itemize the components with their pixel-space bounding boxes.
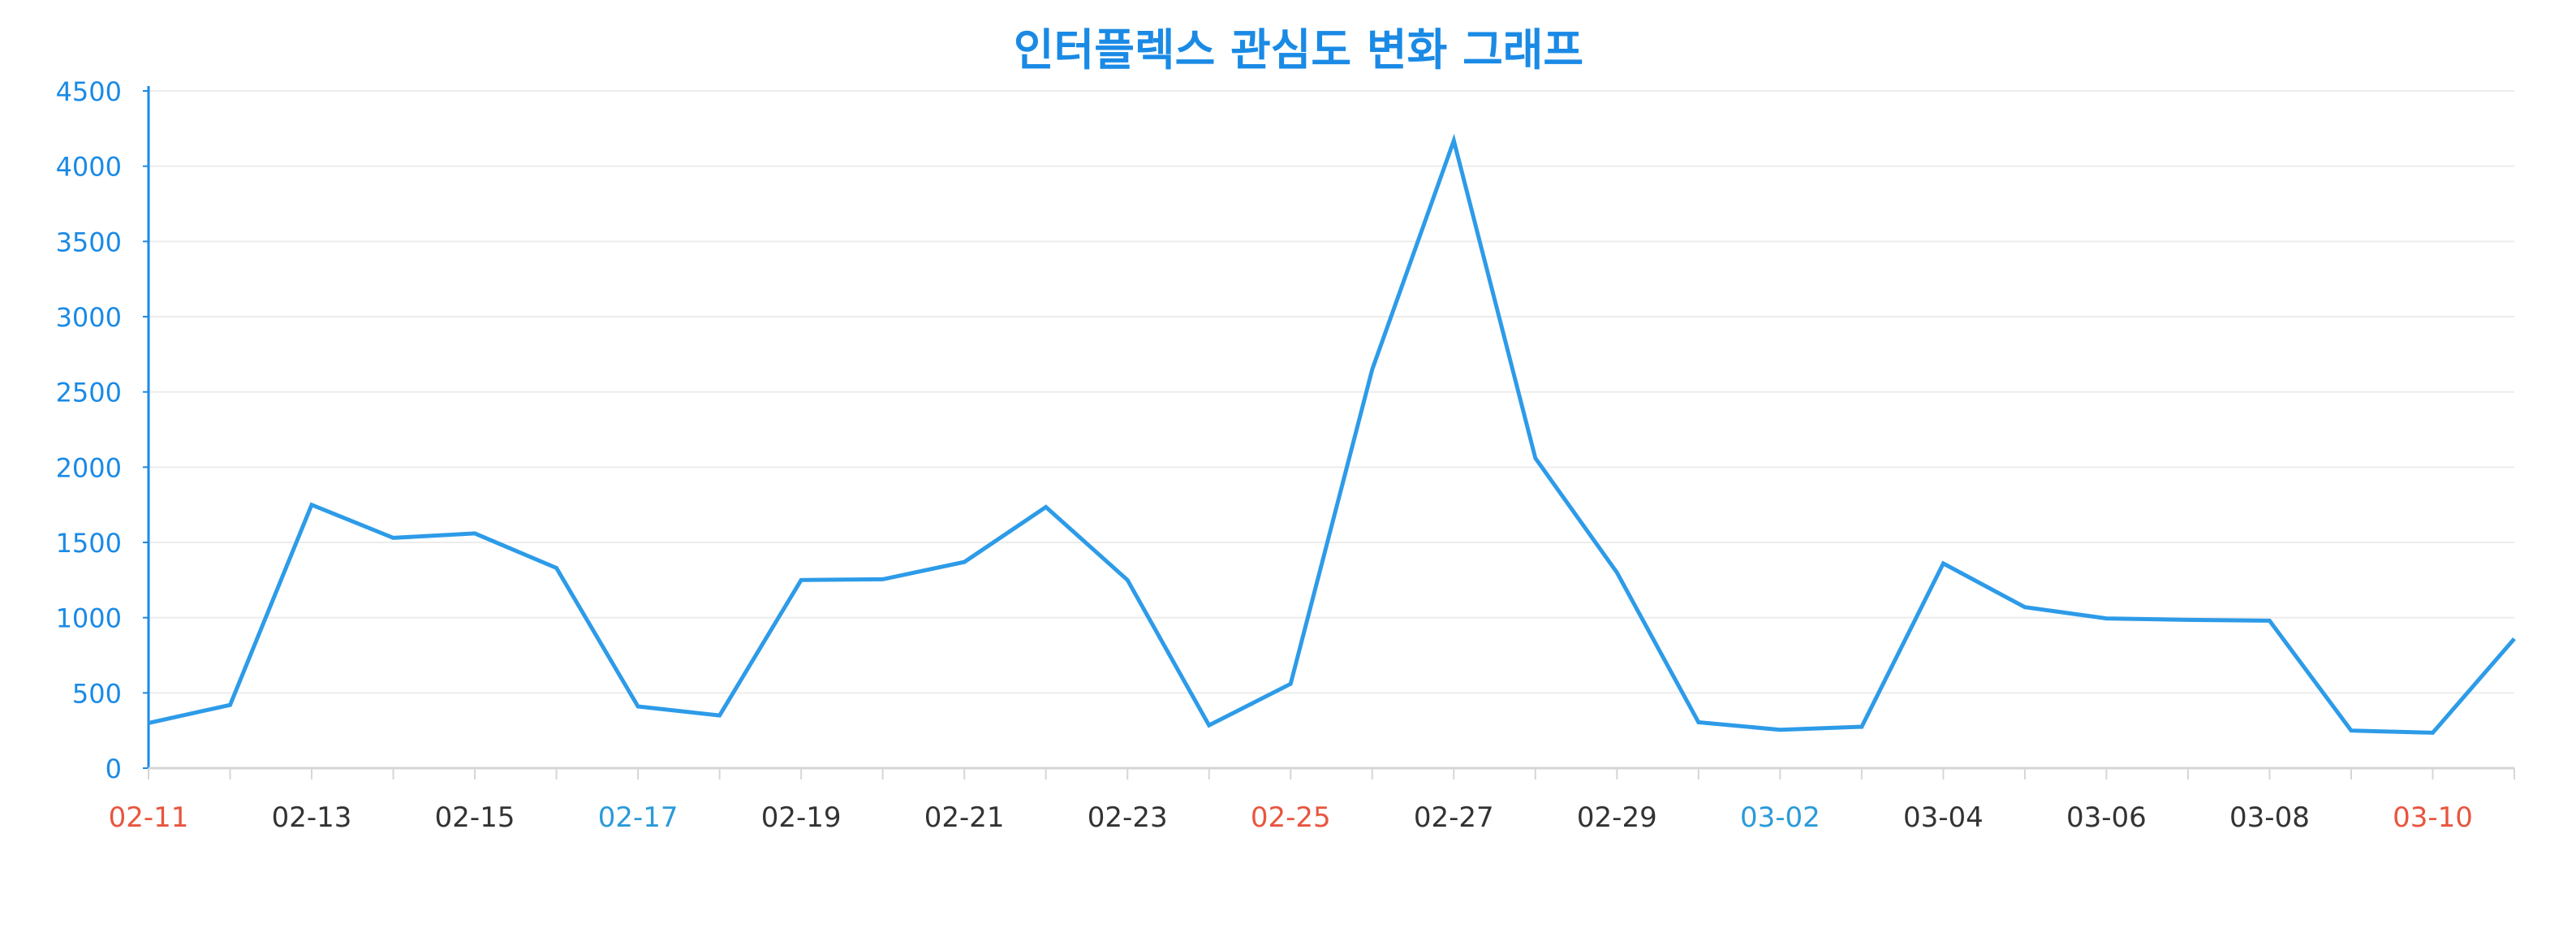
x-tick-label: 02-21	[924, 801, 1005, 834]
x-tick-label: 02-17	[598, 801, 678, 834]
x-tick-label: 02-19	[761, 801, 842, 834]
x-tick-label: 02-29	[1577, 801, 1657, 834]
x-tick-label: 02-15	[435, 801, 515, 834]
y-tick-label: 2500	[56, 378, 122, 408]
x-tick-label: 03-04	[1903, 801, 1984, 834]
y-tick-label: 2000	[56, 452, 122, 483]
y-tick-label: 3000	[56, 302, 122, 333]
x-tick-label: 03-08	[2229, 801, 2310, 834]
y-tick-label: 4500	[56, 76, 122, 107]
y-tick-label: 3500	[56, 227, 122, 257]
x-tick-label: 03-06	[2066, 801, 2147, 834]
grid-lines	[149, 90, 2514, 694]
y-tick-label: 500	[72, 678, 122, 709]
x-tick-label: 02-13	[272, 801, 352, 834]
x-tick-label: 02-27	[1414, 801, 1494, 834]
x-axis: 02-11 02-13 02-15 02-17 02-19 02-21 02-23 02-25…	[109, 767, 2515, 834]
y-tick-label: 1000	[56, 603, 122, 634]
series-layer	[148, 133, 2516, 735]
y-tick-label: 4000	[56, 152, 122, 183]
series-line	[148, 133, 2516, 735]
x-tick-label: 03-02	[1740, 801, 1820, 834]
chart-title: 인터플렉스 관심도 변화 그래프	[1014, 24, 1583, 76]
x-tick-label: 02-11	[109, 801, 189, 834]
x-tick-label: 03-10	[2393, 801, 2473, 834]
y-axis: 0 500 1000 1500 2000 2500 3000 3500 4000 4500	[56, 76, 150, 784]
y-tick-label: 0	[106, 754, 122, 784]
x-tick-label: 02-23	[1088, 801, 1168, 834]
y-tick-label: 1500	[56, 528, 122, 559]
x-tick-label: 02-25	[1251, 801, 1331, 834]
